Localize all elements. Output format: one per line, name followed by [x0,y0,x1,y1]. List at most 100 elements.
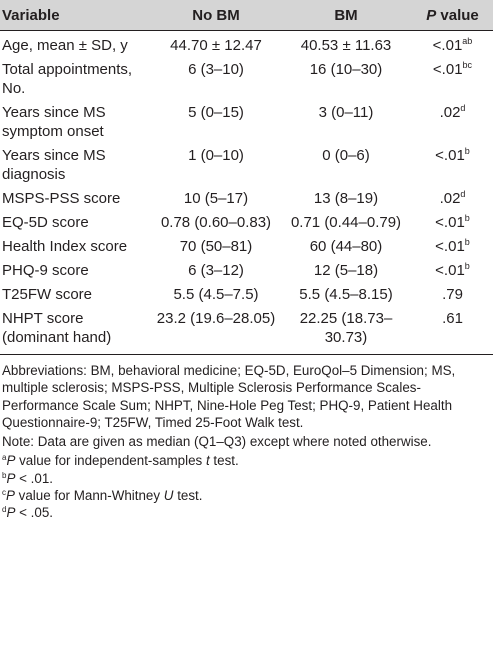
cell-bm-text: 0 (0–6) [322,147,370,164]
cell-variable: PHQ-9 score [0,259,150,283]
footnote-text: value for independent-samples [15,453,206,469]
cell-p-value: .02d [410,187,493,211]
cell-no-bm: 23.2 (19.6–28.05) [150,307,280,355]
cell-bm: 12 (5–18) [280,259,410,283]
cell-no-bm: 0.78 (0.60–0.83) [150,211,280,235]
cell-p-value-text: <.01 [435,147,465,164]
cell-bm-text: 40.53 ± 11.63 [300,37,392,54]
cell-no-bm: 5.5 (4.5–7.5) [150,283,280,307]
footnote-stat-letter: t [205,453,210,469]
cell-p-value-text: <.01 [435,214,465,231]
cell-no-bm-text: 44.70 ± 12.47 [170,37,262,54]
table-row: Age, mean ± SD, y 44.70 ± 12.47 40.53 ± 11… [0,31,493,59]
p-footnote-mark: bc [462,60,473,70]
cell-no-bm: 10 (5–17) [150,187,280,211]
table-row: Health Index score 70 (50–81) 60 (44–80) <.… [0,235,493,259]
header-no-bm: No BM [192,6,240,24]
footnote-c: cP value for Mann-Whitney U test. [2,487,491,504]
p-footnote-mark: b [464,237,470,247]
cell-p-value: <.01b [410,144,493,187]
table-row: Years since MS symptom onset 5 (0–15) 3 (0… [0,101,493,144]
p-footnote-mark: b [464,213,470,223]
cell-p-value: <.01bc [410,58,493,101]
footnote-text: < .01. [15,470,53,486]
table-body: Age, mean ± SD, y 44.70 ± 12.47 40.53 ± 11… [0,31,493,355]
table-notes: Abbreviations: BM, behavioral medicine; … [0,355,493,522]
table-header: Variable No BM BM P value [0,0,493,31]
cell-no-bm-text: 10 (5–17) [183,190,249,207]
header-bm: BM [334,6,358,24]
cell-bm-text: 16 (10–30) [309,61,383,78]
cell-variable-text: Total appointments, No. [2,61,133,97]
cell-bm: 3 (0–11) [280,101,410,144]
table-row: PHQ-9 score 6 (3–12) 12 (5–18) <.01b [0,259,493,283]
cell-bm-text: 0.71 (0.44–0.79) [290,214,402,231]
p-footnote-mark: b [464,261,470,271]
cell-variable: Total appointments, No. [0,58,150,101]
header-variable: Variable [2,6,60,24]
table-row: NHPT score (dominant hand) 23.2 (19.6–28.… [0,307,493,355]
cell-variable-text: NHPT score (dominant hand) [2,310,112,346]
cell-variable-text: Years since MS symptom onset [2,104,106,140]
cell-no-bm: 6 (3–10) [150,58,280,101]
cell-p-value-text: <.01 [435,238,465,255]
data-note: Note: Data are given as median (Q1–Q3) e… [2,434,432,450]
cell-p-value: .61 [410,307,493,355]
cell-variable-text: T25FW score [2,286,93,303]
cell-variable-text: Years since MS diagnosis [2,147,106,183]
cell-no-bm: 70 (50–81) [150,235,280,259]
table-row: Total appointments, No. 6 (3–10) 16 (10–30… [0,58,493,101]
cell-no-bm-text: 6 (3–10) [188,61,244,78]
p-footnote-mark: d [460,189,466,199]
cell-p-value-text: .02 [439,104,461,121]
cell-variable-text: MSPS-PSS score [2,190,121,207]
cell-variable-text: Health Index score [2,238,128,255]
footnotes: aP value for independent-samples t test.… [2,452,491,521]
footnote-mark: a [2,453,7,463]
cell-p-value: .02d [410,101,493,144]
p-footnote-mark: b [464,146,470,156]
footnote-p-letter: P [6,470,16,486]
p-footnote-mark: ab [462,36,473,46]
cell-p-value: .79 [410,283,493,307]
cell-p-value-text: <.01 [432,61,463,78]
footnote-p-letter: P [6,488,15,504]
cell-no-bm-text: 23.2 (19.6–28.05) [156,310,276,327]
cell-p-value-text: .61 [442,310,463,327]
cell-variable-text: Age, mean ± SD, y [2,37,128,54]
cell-variable: Health Index score [0,235,150,259]
table-row: EQ-5D score 0.78 (0.60–0.83) 0.71 (0.44–0.… [0,211,493,235]
footnote-mark: c [2,488,6,498]
cell-no-bm-text: 70 (50–81) [179,238,253,255]
cell-p-value: <.01b [410,259,493,283]
cell-no-bm-text: 5 (0–15) [188,104,244,121]
cell-variable: Years since MS diagnosis [0,144,150,187]
cell-p-value-text: .02 [439,190,461,207]
cell-bm: 0.71 (0.44–0.79) [280,211,410,235]
header-row: Variable No BM BM P value [0,0,493,31]
footnote-a: aP value for independent-samples t test. [2,452,491,469]
cell-bm-text: 3 (0–11) [318,104,374,121]
cell-bm-text: 12 (5–18) [313,262,379,279]
abbreviations-note: Abbreviations: BM, behavioral medicine; … [2,363,456,430]
footnote-d: dP < .05. [2,504,491,521]
table-row: T25FW score 5.5 (4.5–7.5) 5.5 (4.5–8.15) .7… [0,283,493,307]
footnote-end: test. [173,488,203,504]
table-row: Years since MS diagnosis 1 (0–10) 0 (0–6) <… [0,144,493,187]
cell-bm: 22.25 (18.73–30.73) [280,307,410,355]
cell-variable: Years since MS symptom onset [0,101,150,144]
header-value-word: value [440,6,479,24]
cell-bm-text: 22.25 (18.73–30.73) [299,310,393,346]
cell-bm: 0 (0–6) [280,144,410,187]
cell-no-bm: 1 (0–10) [150,144,280,187]
cell-bm-text: 13 (8–19) [313,190,379,207]
cell-p-value: <.01b [410,235,493,259]
cell-variable: EQ-5D score [0,211,150,235]
p-footnote-mark: d [460,103,466,113]
cell-p-value-text: <.01 [435,262,465,279]
cell-variable: NHPT score (dominant hand) [0,307,150,355]
footnote-b: bP < .01. [2,470,491,487]
cell-bm: 60 (44–80) [280,235,410,259]
footnote-p-letter: P [6,505,16,521]
